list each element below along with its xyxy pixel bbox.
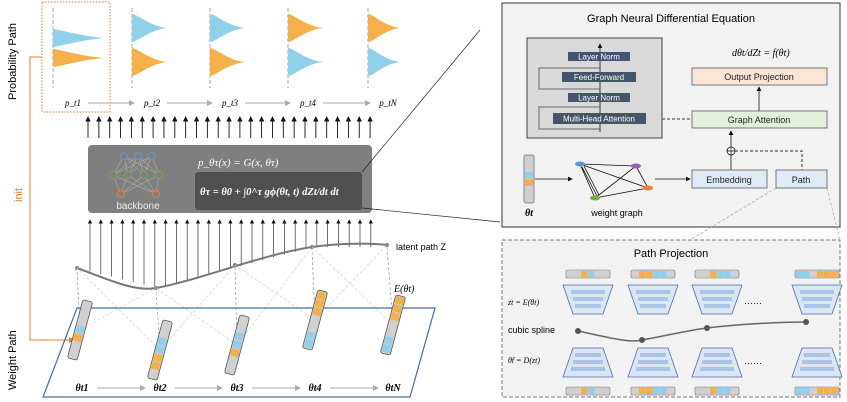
- latent-path-curve: [76, 242, 388, 290]
- graph-attention-block: Graph Attention: [691, 110, 828, 129]
- weight-path-label: Weight Path: [7, 330, 19, 390]
- init-highlight-box: [41, 1, 111, 113]
- weight-vector: [147, 319, 173, 381]
- ellipsis-top: ……: [744, 296, 762, 306]
- integral-box: [195, 172, 362, 210]
- output-arrows: [85, 116, 373, 138]
- distribution-label: p_t1: [64, 98, 81, 108]
- latent-path-label: latent path Z: [396, 242, 447, 252]
- encoder-equation: zt = E(θt): [507, 298, 539, 307]
- distributions: [52, 8, 400, 106]
- distribution-curve: [288, 48, 323, 76]
- weight-label: θt4: [309, 383, 322, 394]
- layer-norm-block-bottom: Layer Norm: [568, 93, 630, 103]
- multi-head-attention-block: Multi-Head Attention: [553, 113, 646, 124]
- path-projection-title: Path Projection: [634, 248, 709, 260]
- init-label: init: [13, 188, 25, 202]
- embedding-block: Embedding: [691, 169, 768, 189]
- distribution-curve: [288, 14, 323, 42]
- encoder-trapezoid: [691, 284, 743, 315]
- decoder-equation: θ̂t = D(zt): [508, 356, 540, 365]
- backbone-network-icon: [109, 152, 163, 198]
- weight-vector: [224, 314, 250, 376]
- svg-text:Output Projection: Output Projection: [724, 72, 794, 82]
- ode-equation: dθt/dZt = f(θt): [732, 48, 790, 59]
- integral-equation: θτ = θ0 + ∫0^τ gϕ(θt, t) dZt/dt dt: [200, 187, 340, 198]
- weight-label: θt2: [154, 383, 167, 394]
- svg-text:Graph Attention: Graph Attention: [728, 115, 791, 125]
- generator-equation: p_θτ(x) = G(x, θτ): [197, 157, 279, 169]
- gnde-title: Graph Neural Differential Equation: [587, 13, 755, 25]
- svg-text:Embedding: Embedding: [706, 175, 752, 185]
- svg-text:Multi-Head Attention: Multi-Head Attention: [563, 115, 635, 124]
- init-arrow: [29, 56, 75, 343]
- distribution-curve: [132, 48, 167, 76]
- cubic-spline-curve: [577, 321, 807, 342]
- svg-text:Feed-Forward: Feed-Forward: [574, 73, 624, 82]
- weight-graph-icon: [575, 161, 653, 201]
- encoder-trapezoid: [791, 284, 843, 315]
- weight-vector: [380, 294, 406, 356]
- path-block: Path: [775, 169, 828, 189]
- decoder-trapezoid: [562, 347, 614, 378]
- feed-forward-block: Feed-Forward: [562, 72, 636, 82]
- svg-text:Layer Norm: Layer Norm: [578, 94, 620, 103]
- decoder-trapezoid: [627, 347, 679, 378]
- encoder-trapezoid: [562, 284, 614, 315]
- spline-label: cubic spline: [508, 325, 555, 335]
- weight-graph-label: weight graph: [590, 208, 643, 218]
- layer-norm-block-top: Layer Norm: [568, 52, 630, 62]
- distribution-curve: [132, 14, 167, 42]
- distribution-curve: [368, 48, 400, 76]
- probability-path-label: Probability Path: [7, 23, 19, 100]
- theta-label: θt: [525, 208, 534, 219]
- weight-vector: [67, 299, 93, 361]
- theta-vector: [523, 154, 535, 204]
- weight-label: θt1: [76, 383, 89, 394]
- encoder-trapezoid: [627, 284, 679, 315]
- weight-vector: [302, 289, 328, 351]
- distribution-label: p_t4: [299, 98, 317, 108]
- distribution-label: p_tN: [378, 98, 398, 108]
- distribution-curve: [368, 14, 400, 42]
- ellipsis-bottom: ……: [744, 356, 762, 366]
- decoder-trapezoid: [791, 347, 843, 378]
- distribution-label: p_t2: [143, 98, 161, 108]
- backbone-label: backbone: [116, 201, 160, 212]
- distribution-curve: [210, 14, 245, 42]
- svg-text:Path: Path: [792, 175, 811, 185]
- weight-label: θtN: [385, 383, 401, 394]
- latent-arrows: [87, 219, 373, 288]
- distribution-label: p_t3: [221, 98, 239, 108]
- decoder-trapezoid: [691, 347, 743, 378]
- distribution-curve: [53, 29, 105, 47]
- distribution-curve: [210, 48, 245, 76]
- svg-text:Layer Norm: Layer Norm: [578, 53, 620, 62]
- distribution-curve: [53, 49, 105, 67]
- output-projection-block: Output Projection: [691, 67, 828, 86]
- weight-label: θt3: [231, 383, 244, 394]
- encoder-label: E(θt): [393, 284, 415, 295]
